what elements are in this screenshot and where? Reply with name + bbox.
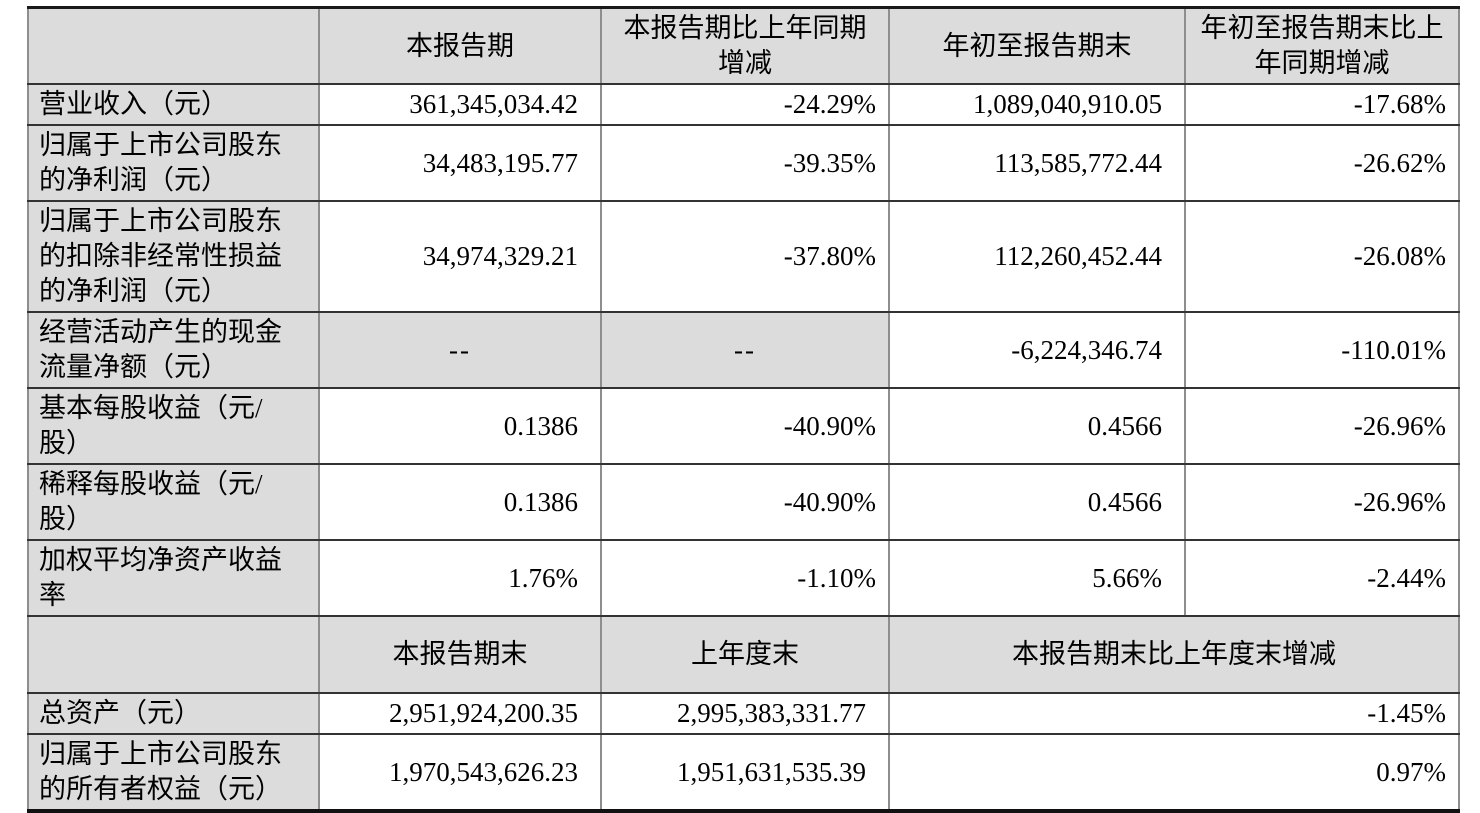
- cell-current-period: 1.76%: [318, 539, 602, 617]
- cell-ytd-yoy: -26.62%: [1184, 124, 1460, 202]
- cell-change: -1.45%: [888, 692, 1460, 735]
- cell-current-period: 361,345,034.42: [318, 83, 602, 126]
- cell-prev-year-end: 2,995,383,331.77: [600, 692, 890, 735]
- col-header-ytd: 年初至报告期末: [888, 6, 1186, 85]
- cell-ytd: 5.66%: [888, 539, 1186, 617]
- cell-current-period: 0.1386: [318, 463, 602, 541]
- cell-ytd: 1,089,040,910.05: [888, 83, 1186, 126]
- cell-ytd-yoy: -26.96%: [1184, 463, 1460, 541]
- cell-ytd-yoy: -26.08%: [1184, 200, 1460, 313]
- row-label: 基本每股收益（元/股）: [27, 387, 320, 465]
- table-row-net-profit: 归属于上市公司股东的净利润（元） 34,483,195.77 -39.35% 1…: [27, 124, 1460, 202]
- row-label: 归属于上市公司股东的净利润（元）: [27, 124, 320, 202]
- cell-ytd-yoy: -26.96%: [1184, 387, 1460, 465]
- cell-ytd: 0.4566: [888, 387, 1186, 465]
- table-row-operating-cash-flow: 经营活动产生的现金流量净额（元） -- -- -6,224,346.74 -11…: [27, 311, 1460, 389]
- corner-cell: [27, 6, 320, 85]
- cell-ytd: 113,585,772.44: [888, 124, 1186, 202]
- cell-current-period: --: [318, 311, 602, 389]
- cell-ytd: 0.4566: [888, 463, 1186, 541]
- row-label: 归属于上市公司股东的所有者权益（元）: [27, 733, 320, 813]
- table-row-header-balance: 本报告期末 上年度末 本报告期末比上年度末增减: [27, 615, 1460, 694]
- financial-summary-table: 本报告期 本报告期比上年同期增减 年初至报告期末 年初至报告期末比上年同期增减 …: [27, 6, 1460, 813]
- row-label: 经营活动产生的现金流量净额（元）: [27, 311, 320, 389]
- col-header-current-period: 本报告期: [318, 6, 602, 85]
- table-row-header-period: 本报告期 本报告期比上年同期增减 年初至报告期末 年初至报告期末比上年同期增减: [27, 6, 1460, 85]
- table-row-basic-eps: 基本每股收益（元/股） 0.1386 -40.90% 0.4566 -26.96…: [27, 387, 1460, 465]
- cell-current-yoy: --: [600, 311, 890, 389]
- col-header-prev-year-end: 上年度末: [600, 615, 890, 694]
- col-header-period-end: 本报告期末: [318, 615, 602, 694]
- cell-current-yoy: -1.10%: [600, 539, 890, 617]
- corner-cell: [27, 615, 320, 694]
- col-header-period-end-change: 本报告期末比上年度末增减: [888, 615, 1460, 694]
- cell-prev-year-end: 1,951,631,535.39: [600, 733, 890, 813]
- cell-current-yoy: -39.35%: [600, 124, 890, 202]
- cell-ytd: -6,224,346.74: [888, 311, 1186, 389]
- table-row-owners-equity: 归属于上市公司股东的所有者权益（元） 1,970,543,626.23 1,95…: [27, 733, 1460, 813]
- report-page: 本报告期 本报告期比上年同期增减 年初至报告期末 年初至报告期末比上年同期增减 …: [27, 6, 1460, 813]
- cell-period-end: 1,970,543,626.23: [318, 733, 602, 813]
- row-label: 归属于上市公司股东的扣除非经常性损益的净利润（元）: [27, 200, 320, 313]
- table-row-diluted-eps: 稀释每股收益（元/股） 0.1386 -40.90% 0.4566 -26.96…: [27, 463, 1460, 541]
- table-row-total-assets: 总资产（元） 2,951,924,200.35 2,995,383,331.77…: [27, 692, 1460, 735]
- table-row-weighted-roe: 加权平均净资产收益率 1.76% -1.10% 5.66% -2.44%: [27, 539, 1460, 617]
- row-label: 加权平均净资产收益率: [27, 539, 320, 617]
- cell-ytd: 112,260,452.44: [888, 200, 1186, 313]
- cell-ytd-yoy: -110.01%: [1184, 311, 1460, 389]
- cell-current-period: 0.1386: [318, 387, 602, 465]
- cell-ytd-yoy: -2.44%: [1184, 539, 1460, 617]
- cell-period-end: 2,951,924,200.35: [318, 692, 602, 735]
- table-row-net-profit-deducted: 归属于上市公司股东的扣除非经常性损益的净利润（元） 34,974,329.21 …: [27, 200, 1460, 313]
- table-row-revenue: 营业收入（元） 361,345,034.42 -24.29% 1,089,040…: [27, 83, 1460, 126]
- cell-change: 0.97%: [888, 733, 1460, 813]
- cell-current-yoy: -24.29%: [600, 83, 890, 126]
- cell-ytd-yoy: -17.68%: [1184, 83, 1460, 126]
- row-label: 营业收入（元）: [27, 83, 320, 126]
- col-header-ytd-yoy: 年初至报告期末比上年同期增减: [1184, 6, 1460, 85]
- row-label: 总资产（元）: [27, 692, 320, 735]
- cell-current-yoy: -37.80%: [600, 200, 890, 313]
- cell-current-yoy: -40.90%: [600, 463, 890, 541]
- cell-current-period: 34,483,195.77: [318, 124, 602, 202]
- cell-current-yoy: -40.90%: [600, 387, 890, 465]
- row-label: 稀释每股收益（元/股）: [27, 463, 320, 541]
- col-header-current-period-yoy: 本报告期比上年同期增减: [600, 6, 890, 85]
- cell-current-period: 34,974,329.21: [318, 200, 602, 313]
